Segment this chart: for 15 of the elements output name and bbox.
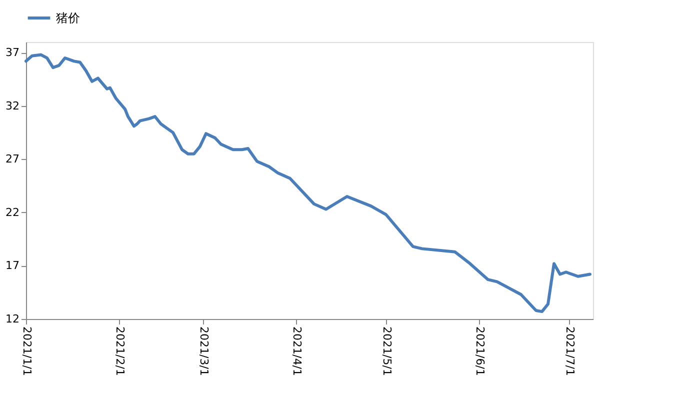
line-series [24, 53, 592, 314]
x-tick-label: 2021/4/1 [290, 326, 304, 376]
x-tick-label: 2021/7/1 [564, 326, 576, 376]
x-tick-label: 2021/1/1 [20, 326, 34, 376]
x-tick-label: 2021/6/1 [474, 326, 486, 376]
x-tick-label: 2021/2/1 [114, 326, 126, 376]
legend-label: 猪价 [56, 11, 80, 25]
y-tick-label: 37 [6, 46, 20, 60]
y-tick-label: 12 [6, 312, 20, 326]
y-tick-label: 17 [6, 259, 20, 272]
x-tick-label: 2021/5/1 [380, 326, 394, 376]
y-tick-label: 32 [6, 99, 20, 112]
x-tick-label: 2021/3/1 [198, 326, 210, 376]
y-tick-label: 22 [6, 206, 20, 219]
y-tick-label: 27 [6, 152, 20, 166]
